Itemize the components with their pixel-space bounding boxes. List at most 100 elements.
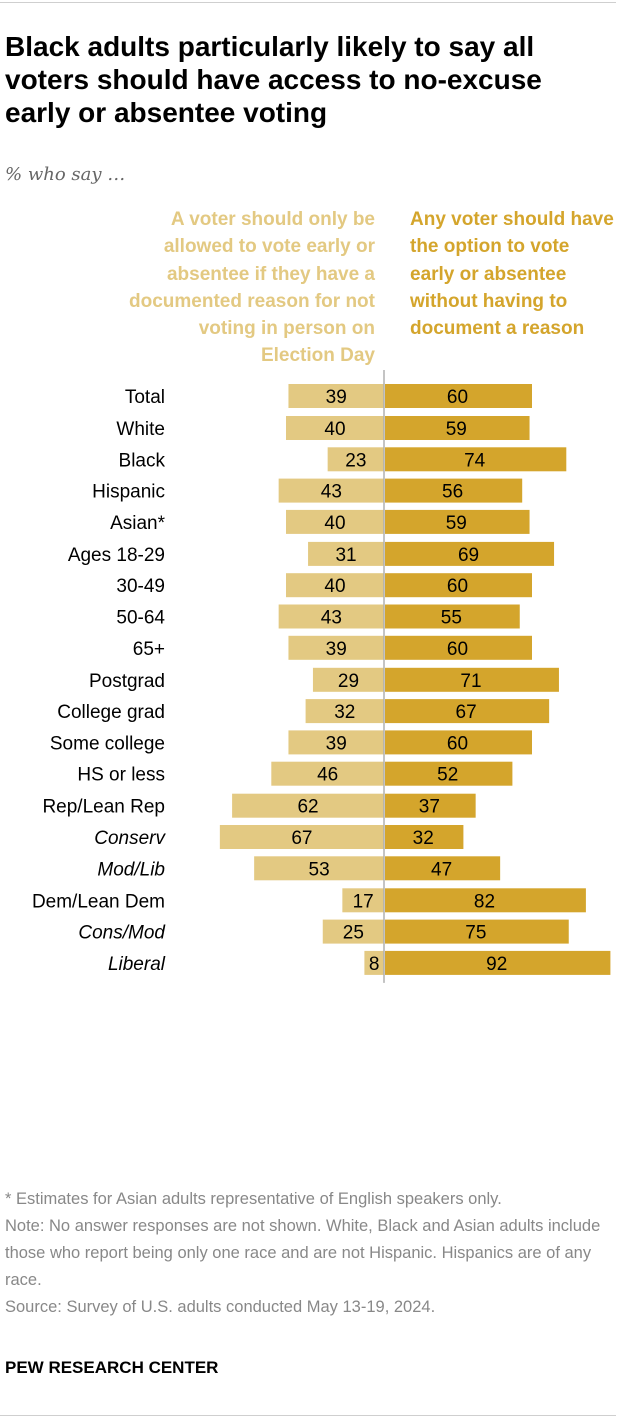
bar-right-3 [385, 478, 523, 503]
category-label-1: White [116, 419, 165, 440]
bar-right-11 [385, 730, 532, 755]
value-label-right-0: 60 [447, 387, 468, 408]
category-label-14: Conserv [94, 828, 166, 849]
bar-left-5 [308, 541, 384, 566]
bar-right-16 [385, 888, 586, 913]
value-label-left-15: 53 [309, 859, 330, 880]
value-label-left-5: 31 [335, 545, 356, 566]
bar-left-3 [278, 478, 384, 503]
chart-title: Black adults particularly likely to say … [5, 31, 542, 128]
bar-right-9 [385, 667, 559, 692]
value-label-left-11: 39 [326, 733, 347, 754]
value-label-right-6: 60 [447, 576, 468, 597]
bar-right-18 [385, 950, 611, 975]
value-label-left-0: 39 [326, 387, 347, 408]
value-label-left-12: 46 [317, 765, 338, 786]
value-label-left-6: 40 [324, 576, 345, 597]
category-label-9: Postgrad [89, 671, 165, 692]
bar-left-2 [327, 447, 384, 472]
bar-right-7 [385, 604, 520, 629]
footnote-note: Note: No answer responses are not shown.… [5, 1217, 601, 1289]
value-label-right-8: 60 [447, 639, 468, 660]
bar-right-13 [385, 793, 476, 818]
pew-brand: PEW RESEARCH CENTER [5, 1358, 219, 1377]
value-label-left-18: 8 [369, 954, 380, 975]
value-label-right-1: 59 [446, 419, 467, 440]
bar-right-2 [385, 447, 567, 472]
value-label-left-8: 39 [326, 639, 347, 660]
category-label-3: Hispanic [92, 482, 165, 503]
bar-left-0 [288, 384, 384, 408]
category-label-17: Cons/Mod [78, 923, 166, 944]
value-label-right-10: 67 [456, 702, 477, 723]
bar-left-17 [322, 919, 384, 944]
footnotes: * Estimates for Asian adults representat… [5, 1186, 605, 1321]
category-label-10: College grad [57, 702, 165, 723]
bar-right-10 [385, 699, 550, 724]
category-label-2: Black [119, 450, 166, 471]
category-label-6: 30-49 [116, 576, 165, 597]
bar-left-14 [219, 825, 384, 849]
category-label-15: Mod/Lib [97, 859, 165, 880]
top-rule [0, 2, 616, 3]
value-label-left-4: 40 [324, 513, 345, 534]
value-label-right-14: 32 [413, 828, 434, 849]
value-label-left-16: 17 [353, 891, 374, 912]
bar-left-4 [286, 509, 384, 534]
value-label-right-16: 82 [474, 891, 495, 912]
category-label-5: Ages 18-29 [68, 545, 165, 566]
legend-left-series: A voter should only be allowed to vote e… [129, 209, 375, 367]
footnote-source: Source: Survey of U.S. adults conducted … [5, 1298, 436, 1316]
category-label-4: Asian* [110, 513, 166, 534]
bar-right-0 [385, 384, 532, 408]
value-label-right-2: 74 [464, 450, 486, 471]
bar-left-11 [288, 730, 384, 755]
value-label-right-9: 71 [460, 671, 481, 692]
diverging-bar-chart: Total 39 60 White 40 59 Black 23 74 Hispanic 43 56 A… [32, 370, 611, 983]
category-label-12: HS or less [77, 765, 165, 786]
value-label-right-7: 55 [441, 608, 462, 629]
value-label-right-3: 56 [442, 482, 463, 503]
value-label-left-14: 67 [291, 828, 312, 849]
bar-right-5 [385, 541, 555, 566]
value-label-right-15: 47 [431, 859, 452, 880]
bar-left-1 [286, 416, 384, 440]
value-label-left-1: 40 [324, 419, 345, 440]
category-label-8: 65+ [133, 639, 165, 660]
value-label-right-11: 60 [447, 733, 468, 754]
bar-right-6 [385, 573, 532, 598]
value-label-right-12: 52 [437, 765, 458, 786]
bottom-rule [0, 1415, 616, 1416]
chart-subtitle: % who say … [5, 164, 126, 185]
bar-left-13 [232, 793, 384, 818]
category-label-0: Total [125, 387, 165, 408]
category-label-18: Liberal [108, 954, 166, 975]
value-label-right-17: 75 [465, 923, 486, 944]
bar-left-10 [305, 699, 384, 724]
bar-left-6 [286, 573, 384, 598]
bar-right-17 [385, 919, 569, 944]
bar-right-14 [385, 825, 464, 849]
bar-left-16 [342, 888, 384, 913]
value-label-left-2: 23 [345, 450, 366, 471]
value-label-left-7: 43 [321, 608, 342, 629]
category-label-16: Dem/Lean Dem [32, 891, 165, 912]
bar-right-12 [385, 761, 513, 786]
bar-left-15 [254, 856, 384, 881]
value-label-left-13: 62 [297, 797, 318, 818]
value-label-right-5: 69 [458, 545, 479, 566]
bar-left-7 [278, 604, 384, 629]
bar-right-15 [385, 856, 501, 881]
bar-right-1 [385, 416, 530, 440]
bar-left-12 [271, 761, 384, 786]
value-label-right-18: 92 [486, 954, 507, 975]
footnote-asian: * Estimates for Asian adults representat… [5, 1190, 502, 1208]
value-label-left-3: 43 [321, 482, 342, 503]
value-label-left-10: 32 [334, 702, 355, 723]
value-label-left-17: 25 [343, 923, 364, 944]
bar-left-8 [288, 635, 384, 660]
category-label-13: Rep/Lean Rep [42, 797, 165, 818]
value-label-right-4: 59 [446, 513, 467, 534]
value-label-right-13: 37 [419, 797, 440, 818]
bar-right-8 [385, 635, 532, 660]
